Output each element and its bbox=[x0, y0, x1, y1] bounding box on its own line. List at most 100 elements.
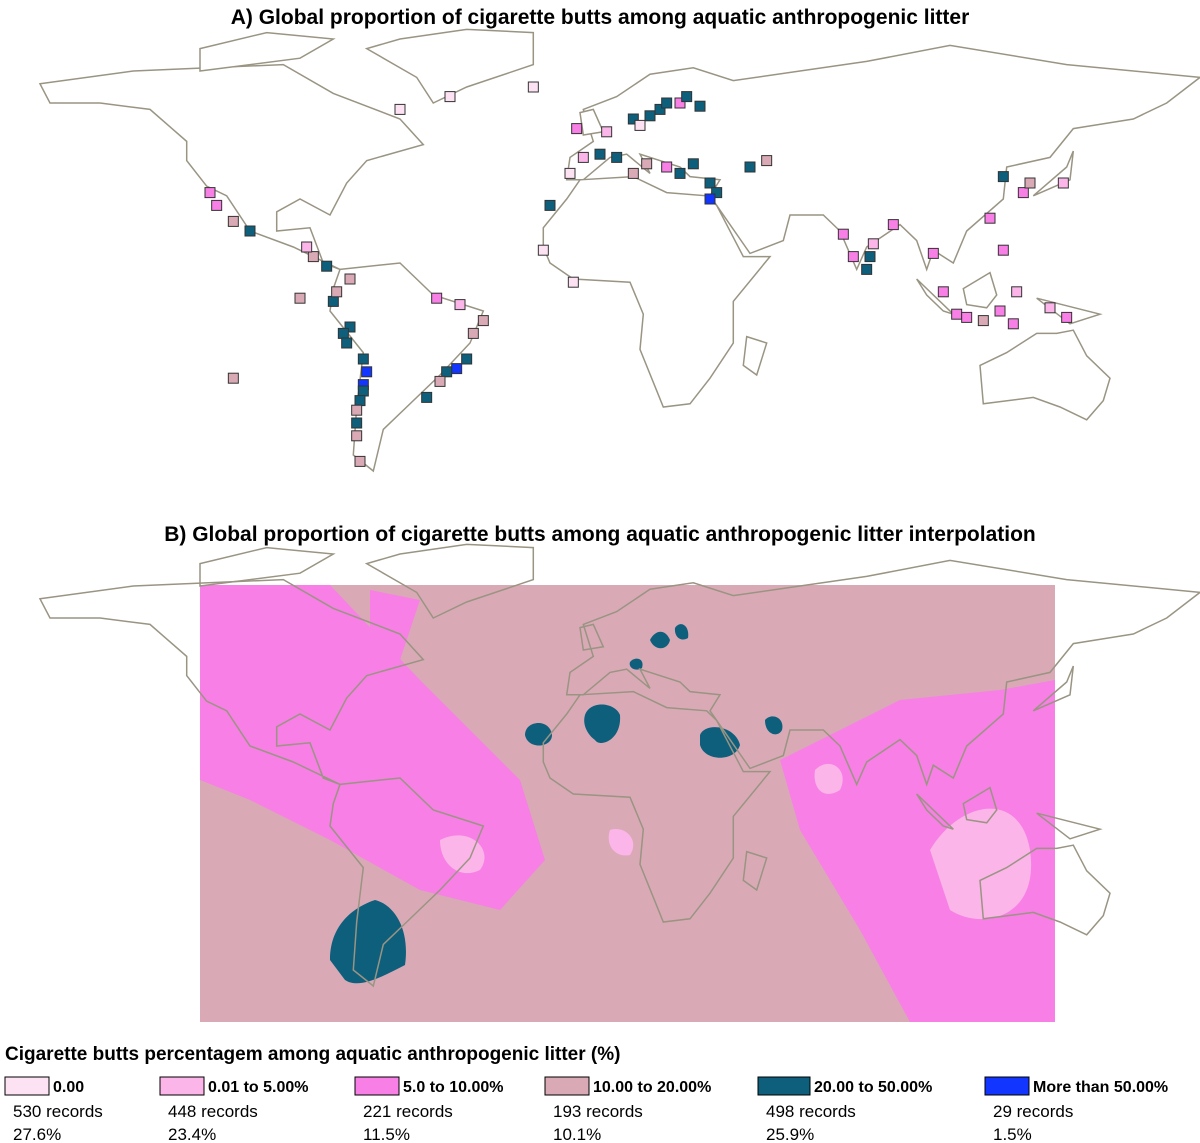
site-marker bbox=[227, 372, 239, 384]
land bbox=[329, 262, 485, 473]
site-marker bbox=[687, 158, 699, 170]
land bbox=[962, 271, 998, 309]
site-marker bbox=[627, 113, 639, 125]
site-marker bbox=[537, 244, 549, 256]
site-marker bbox=[641, 158, 653, 170]
site-marker bbox=[434, 375, 446, 387]
interpolation-zone bbox=[814, 763, 843, 794]
site-marker bbox=[344, 273, 356, 285]
land-outline bbox=[542, 690, 772, 923]
site-marker bbox=[744, 161, 756, 173]
site-marker bbox=[674, 167, 686, 179]
interpolation-zone bbox=[440, 835, 485, 874]
legend-label: 10.00 to 20.00% bbox=[593, 1079, 711, 1096]
legend-records: 193 records bbox=[553, 1102, 643, 1121]
site-marker bbox=[461, 353, 473, 365]
site-marker bbox=[694, 100, 706, 112]
legend-percent: 1.5% bbox=[993, 1125, 1032, 1143]
legend-label: More than 50.00% bbox=[1033, 1079, 1168, 1096]
site-marker bbox=[887, 219, 899, 231]
site-marker bbox=[454, 299, 466, 311]
land bbox=[579, 108, 605, 136]
site-marker bbox=[527, 81, 539, 93]
land-outline bbox=[38, 578, 425, 786]
interpolation-zone bbox=[674, 624, 689, 640]
site-marker bbox=[1061, 311, 1073, 323]
site-marker bbox=[927, 247, 939, 259]
legend-swatch bbox=[159, 1076, 205, 1096]
site-marker bbox=[354, 395, 366, 407]
site-marker bbox=[704, 177, 716, 189]
site-marker bbox=[634, 119, 646, 131]
land bbox=[979, 329, 1111, 421]
site-marker bbox=[571, 123, 583, 135]
site-marker bbox=[294, 292, 306, 304]
land bbox=[38, 63, 425, 271]
site-marker bbox=[977, 315, 989, 327]
land-outline bbox=[1032, 665, 1075, 712]
site-marker bbox=[344, 321, 356, 333]
land-outline bbox=[742, 850, 768, 892]
legend-records: 530 records bbox=[13, 1102, 103, 1121]
land bbox=[364, 28, 535, 104]
legend-percent: 27.6% bbox=[13, 1125, 61, 1143]
site-marker bbox=[1011, 286, 1023, 298]
site-marker bbox=[704, 193, 716, 205]
site-marker bbox=[937, 286, 949, 298]
land-outline bbox=[916, 793, 954, 830]
site-marker bbox=[564, 167, 576, 179]
land bbox=[916, 278, 954, 315]
site-marker bbox=[997, 244, 1009, 256]
site-marker bbox=[244, 225, 256, 237]
legend-title: Cigarette butts percentagem among aquati… bbox=[5, 1044, 620, 1065]
land-outline bbox=[329, 777, 485, 988]
legend-label: 20.00 to 50.00% bbox=[814, 1079, 932, 1096]
legend-percent: 25.9% bbox=[766, 1125, 814, 1143]
land-outline bbox=[579, 623, 605, 651]
interpolation-zone bbox=[200, 585, 545, 910]
land bbox=[199, 31, 336, 72]
site-marker bbox=[227, 215, 239, 227]
site-marker bbox=[674, 97, 686, 109]
site-marker bbox=[321, 260, 333, 272]
site-marker bbox=[861, 263, 873, 275]
site-marker bbox=[601, 126, 613, 138]
site-marker bbox=[351, 430, 363, 442]
site-marker bbox=[444, 91, 456, 103]
site-marker bbox=[1024, 177, 1036, 189]
site-marker bbox=[357, 353, 369, 365]
site-marker bbox=[544, 199, 556, 211]
site-marker bbox=[627, 167, 639, 179]
land bbox=[742, 335, 768, 377]
land-outline bbox=[979, 844, 1111, 936]
land-outline bbox=[199, 546, 336, 587]
site-marker bbox=[867, 238, 879, 250]
interpolation-zone bbox=[629, 658, 643, 670]
interpolation-zone bbox=[370, 590, 420, 660]
site-marker bbox=[611, 151, 623, 163]
land-outline bbox=[962, 786, 998, 824]
interpolation-zone bbox=[608, 829, 634, 856]
site-marker bbox=[984, 212, 996, 224]
legend-records: 221 records bbox=[363, 1102, 453, 1121]
site-marker bbox=[994, 305, 1006, 317]
site-marker bbox=[711, 187, 723, 199]
site-marker bbox=[661, 97, 673, 109]
interpolation-zone bbox=[650, 631, 670, 649]
site-marker bbox=[211, 199, 223, 211]
site-marker bbox=[394, 103, 406, 115]
site-marker bbox=[577, 151, 589, 163]
site-marker bbox=[451, 363, 463, 375]
site-marker bbox=[681, 91, 693, 103]
legend-records: 498 records bbox=[766, 1102, 856, 1121]
land-outline bbox=[1036, 812, 1103, 840]
site-marker bbox=[431, 292, 443, 304]
legend-records: 29 records bbox=[993, 1102, 1073, 1121]
site-marker bbox=[351, 417, 363, 429]
legend-percent: 10.1% bbox=[553, 1125, 601, 1143]
site-marker bbox=[357, 385, 369, 397]
site-marker bbox=[327, 295, 339, 307]
land bbox=[1032, 150, 1075, 197]
legend-percent: 23.4% bbox=[168, 1125, 216, 1143]
interpolation-zone bbox=[930, 808, 1032, 920]
